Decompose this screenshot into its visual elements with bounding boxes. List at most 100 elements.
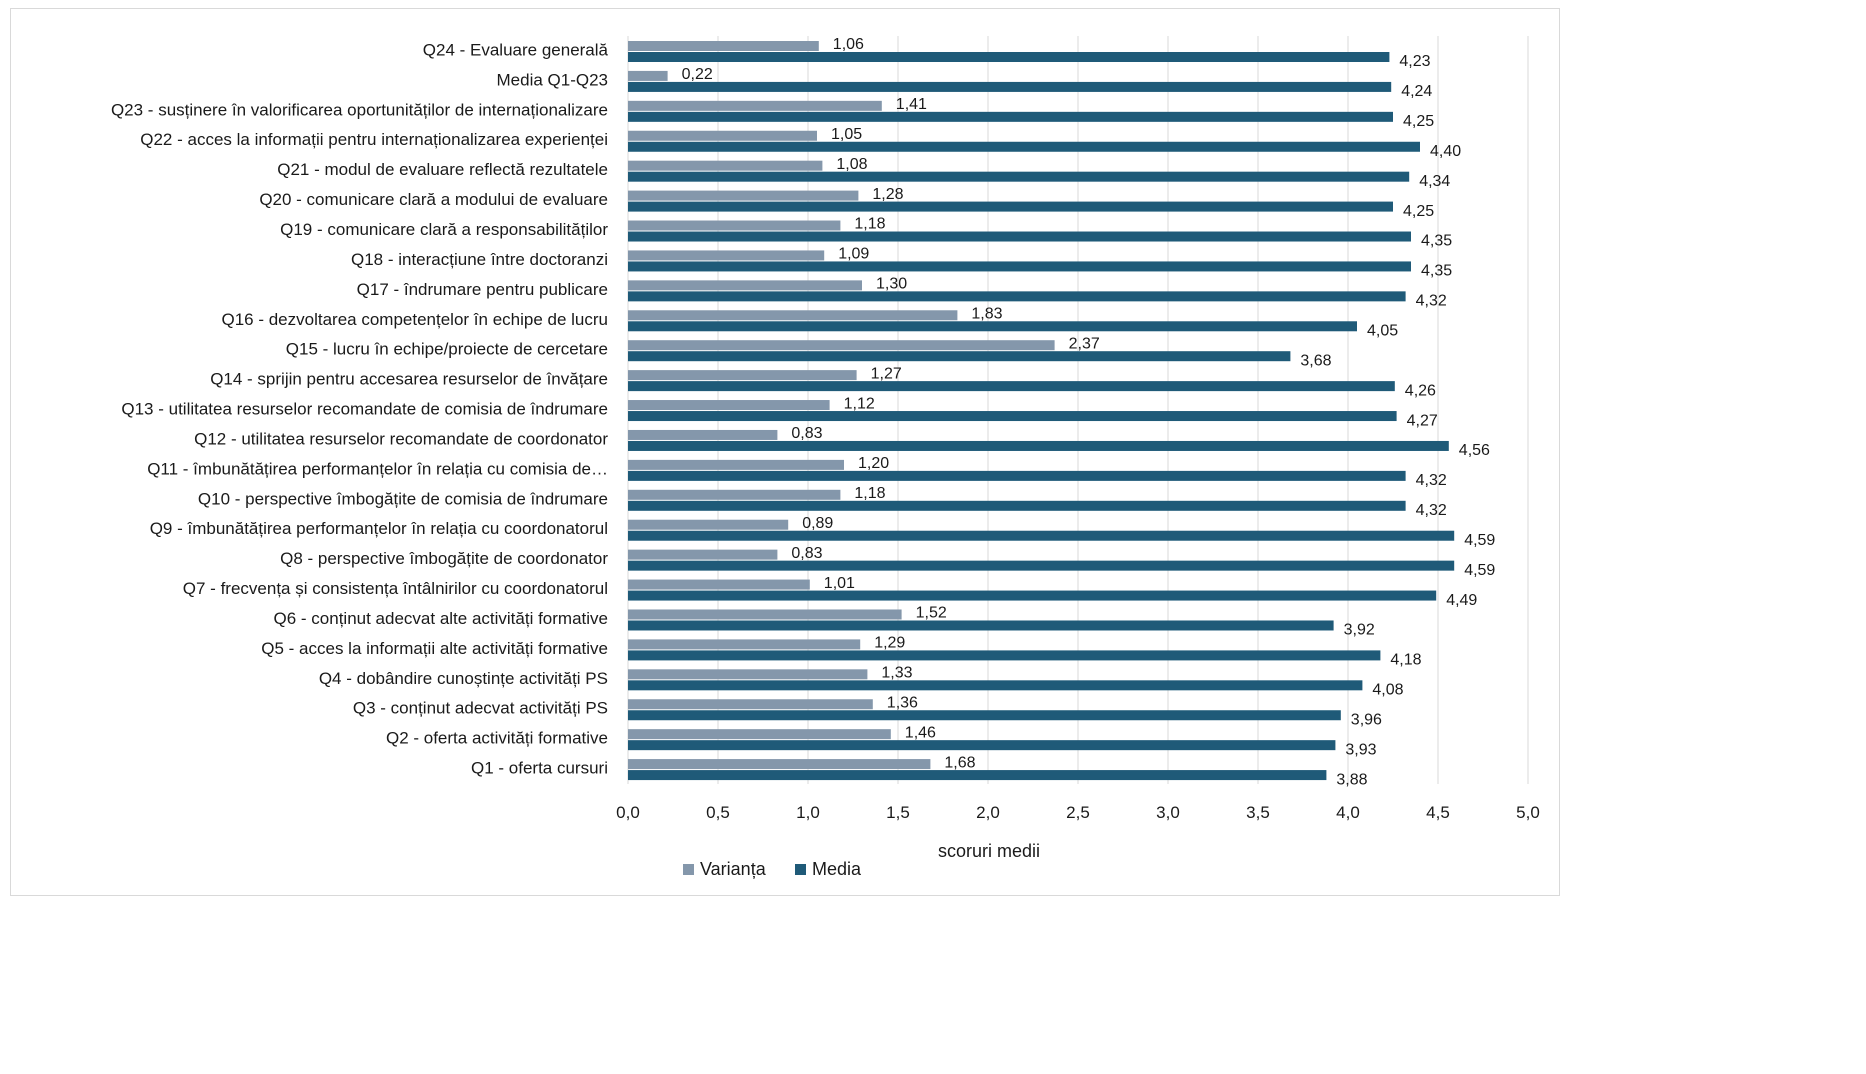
data-label-varianta: 2,37 [1069,335,1100,352]
category-label: Q15 - lucru în echipe/proiecte de cercet… [286,340,608,359]
data-label-media: 4,32 [1416,472,1447,489]
bar-varianta [628,310,958,321]
bar-media [628,231,1411,242]
data-label-varianta: 1,68 [944,754,975,771]
data-label-media: 3,96 [1351,711,1382,728]
data-label-varianta: 1,27 [871,365,902,382]
category-label: Media Q1-Q23 [497,70,609,89]
x-tick-label: 1,5 [886,803,910,822]
data-label-varianta: 1,08 [836,156,867,173]
bar-varianta [628,100,882,111]
data-label-media: 4,34 [1419,173,1450,190]
data-label-media: 4,23 [1399,53,1430,70]
data-label-media: 4,25 [1403,113,1434,130]
bar-varianta [628,669,868,680]
category-label: Q20 - comunicare clară a modului de eval… [259,190,608,209]
legend-label: Media [812,859,862,879]
data-label-media: 4,18 [1390,652,1421,669]
bar-varianta [628,400,830,411]
data-label-media: 4,35 [1421,263,1452,280]
category-label: Q5 - acces la informații alte activități… [261,639,608,658]
data-label-media: 4,08 [1372,682,1403,699]
bar-varianta [628,519,789,530]
data-label-media: 4,32 [1416,293,1447,310]
x-tick-labels: 0,0 0,5 1,0 1,5 2,0 2,5 3,0 3,5 4,0 4,5 5,0 [616,803,1540,822]
category-label: Q16 - dezvoltarea competențelor în echip… [221,310,608,329]
data-label-varianta: 1,05 [831,126,862,143]
category-label: Q8 - perspective îmbogățite de coordonat… [280,549,608,568]
bar-media [628,141,1420,152]
legend: Varianța Media [683,859,862,879]
data-label-varianta: 0,89 [802,515,833,532]
data-label-varianta: 1,52 [916,605,947,622]
x-tick-label: 3,0 [1156,803,1180,822]
bar-media [628,81,1392,92]
bar-media [628,620,1334,631]
category-label: Q10 - perspective îmbogățite de comisia … [198,489,608,508]
data-label-media: 4,32 [1416,502,1447,519]
data-label-media: 4,35 [1421,233,1452,250]
category-labels: Q24 - Evaluare generală Media Q1-Q23 Q23 -… [111,40,609,777]
data-label-varianta: 1,20 [858,455,889,472]
legend-label: Varianța [700,859,767,879]
category-label: Q2 - oferta activități formative [386,729,608,748]
x-tick-label: 0,5 [706,803,730,822]
legend-swatch [795,864,806,875]
data-label-varianta: 0,83 [791,545,822,562]
bar-media [628,770,1327,781]
bar-media [628,411,1397,422]
data-label-varianta: 1,06 [833,36,864,53]
data-label-varianta: 1,09 [838,246,869,263]
category-label: Q3 - conținut adecvat activități PS [353,699,608,718]
bar-media [628,321,1357,332]
data-label-media: 4,25 [1403,203,1434,220]
x-tick-label: 4,0 [1336,803,1360,822]
category-label: Q19 - comunicare clară a responsabilităț… [280,220,608,239]
bar-media [628,52,1390,62]
bar-media [628,261,1411,272]
category-label: Q6 - conținut adecvat alte activități fo… [274,609,609,628]
x-tick-label: 5,0 [1516,803,1540,822]
category-label: Q24 - Evaluare generală [423,40,609,59]
data-label-media: 3,92 [1344,622,1375,639]
bar-varianta [628,280,862,291]
bar-varianta [628,489,841,500]
bar-media [628,530,1455,541]
bar-varianta [628,130,817,141]
bar-media [628,470,1406,481]
bar-media [628,500,1406,511]
bar-media [628,171,1410,182]
category-label: Q14 - sprijin pentru accesarea resurselo… [210,370,608,389]
bar-varianta [628,190,859,201]
category-label: Q12 - utilitatea resurselor recomandate … [194,429,608,448]
category-label: Q4 - dobândire cunoștințe activități PS [319,669,608,688]
data-label-media: 4,49 [1446,592,1477,609]
bar-media [628,201,1393,212]
bar-varianta [628,340,1055,351]
category-label: Q17 - îndrumare pentru publicare [357,280,608,299]
bar-varianta [628,729,891,740]
data-label-varianta: 1,18 [854,485,885,502]
data-label-media: 4,59 [1464,532,1495,549]
bar-media [628,650,1381,661]
category-label: Q9 - îmbunătățirea performanțelor în rel… [150,519,608,538]
data-label-varianta: 1,33 [881,665,912,682]
category-label: Q1 - oferta cursuri [471,759,608,778]
data-label-varianta: 1,36 [887,694,918,711]
data-label-varianta: 1,28 [872,186,903,203]
category-label: Q22 - acces la informații pentru interna… [140,130,608,149]
x-tick-label: 3,5 [1246,803,1270,822]
bars [628,41,1455,781]
bar-media [628,351,1291,362]
bar-media [628,440,1449,451]
x-tick-label: 1,0 [796,803,820,822]
data-label-media: 4,26 [1405,382,1436,399]
bar-varianta [628,459,844,470]
data-label-media: 4,05 [1367,322,1398,339]
data-label-varianta: 1,12 [844,395,875,412]
bar-media [628,291,1406,302]
category-label: Q23 - susținere în valorificarea oportun… [111,100,608,119]
category-label: Q13 - utilitatea resurselor recomandate … [121,400,608,419]
legend-swatch [683,864,694,875]
bar-media [628,111,1393,122]
